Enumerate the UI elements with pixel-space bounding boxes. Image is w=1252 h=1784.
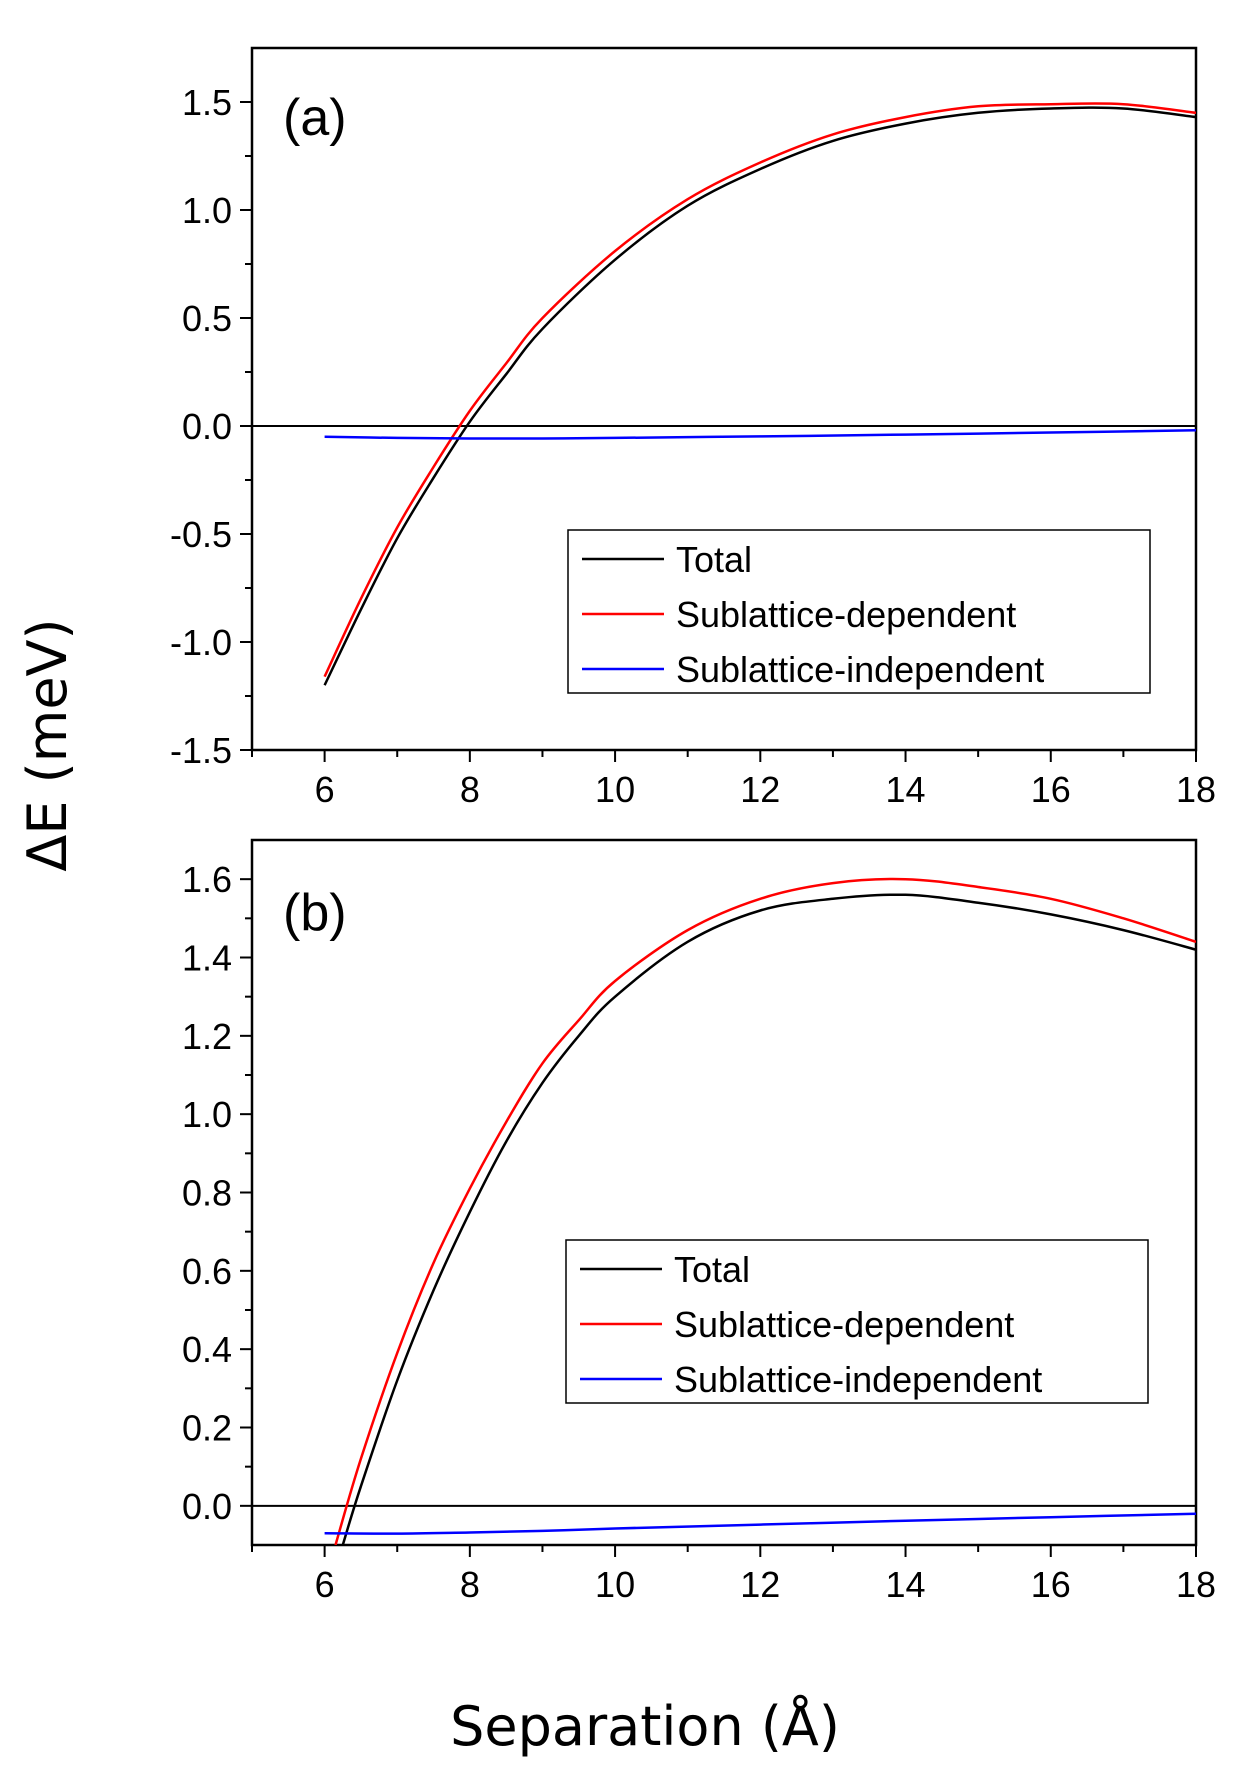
panel-label: (b) <box>283 884 347 942</box>
legend: Total Sublattice-dependent Sublattice-inde… <box>567 529 1151 694</box>
y-tick-label: -1.0 <box>170 622 232 663</box>
legend-box <box>565 1239 1149 1404</box>
x-tick-label: 8 <box>460 1564 480 1605</box>
y-tick-label: 1.0 <box>182 190 232 231</box>
panel-label: (a) <box>283 89 347 147</box>
y-tick-label: 0.0 <box>182 1486 232 1527</box>
legend-label: Sublattice-independent <box>676 649 1044 690</box>
series-group <box>324 877 1196 1545</box>
y-tick-label: 0.6 <box>182 1251 232 1292</box>
y-tick-label: -1.5 <box>170 730 232 771</box>
y-tick-label: 0.0 <box>182 406 232 447</box>
y-tick-label: 1.4 <box>182 938 232 979</box>
panel-a: 6 8 10 12 14 16 18 -1.5 -1.0 -0.5 0.0 0.5 1.0 1.5 (a) T… <box>170 46 1216 810</box>
series-line-sublattice-dependent <box>323 102 1196 678</box>
x-tick-label: 6 <box>315 1564 335 1605</box>
legend-label: Total <box>674 1249 750 1290</box>
series-line-total <box>341 893 1196 1545</box>
y-tick-label: -0.5 <box>170 514 232 555</box>
x-tick-label: 16 <box>1031 1564 1071 1605</box>
y-tick-label: 1.2 <box>182 1016 232 1057</box>
y-tick-label: 1.6 <box>182 859 232 900</box>
series-line-total <box>323 106 1196 686</box>
x-tick-label: 12 <box>740 769 780 810</box>
x-tick-label: 8 <box>460 769 480 810</box>
x-tick-label: 16 <box>1031 769 1071 810</box>
series-line-sublattice-dependent <box>334 877 1196 1545</box>
x-tick-label: 10 <box>595 769 635 810</box>
legend-box <box>567 529 1151 694</box>
legend-label: Sublattice-dependent <box>674 1304 1014 1345</box>
y-tick-label: 1.0 <box>182 1094 232 1135</box>
y-tick-label: 0.4 <box>182 1329 232 1370</box>
legend: Total Sublattice-dependent Sublattice-inde… <box>565 1239 1149 1404</box>
x-tick-label: 18 <box>1176 1564 1216 1605</box>
y-tick-label: 1.5 <box>182 82 232 123</box>
y-axis-title: ΔE (meV) <box>16 618 79 871</box>
panel-b: 6 8 10 12 14 16 18 0.0 0.2 0.4 0.6 0.8 1.0 1.2 1.4 1.6 (… <box>182 838 1216 1605</box>
x-tick-label: 6 <box>315 769 335 810</box>
x-tick-label: 14 <box>886 1564 926 1605</box>
y-tick-label: 0.2 <box>182 1408 232 1449</box>
legend-label: Sublattice-independent <box>674 1359 1042 1400</box>
plot-frame <box>250 46 1198 752</box>
x-tick-label: 12 <box>740 1564 780 1605</box>
series-group <box>323 102 1196 686</box>
x-tick-label: 14 <box>886 769 926 810</box>
series-line-sublattice-independent <box>324 429 1196 440</box>
legend-label: Sublattice-dependent <box>676 594 1016 635</box>
x-tick-label: 10 <box>595 1564 635 1605</box>
plot-frame <box>250 838 1198 1547</box>
y-tick-label: 0.8 <box>182 1173 232 1214</box>
series-line-sublattice-independent <box>324 1512 1196 1535</box>
x-tick-label: 18 <box>1176 769 1216 810</box>
y-tick-label: 0.5 <box>182 298 232 339</box>
legend-label: Total <box>676 539 752 580</box>
x-axis-title: Separation (Å) <box>450 1694 840 1758</box>
